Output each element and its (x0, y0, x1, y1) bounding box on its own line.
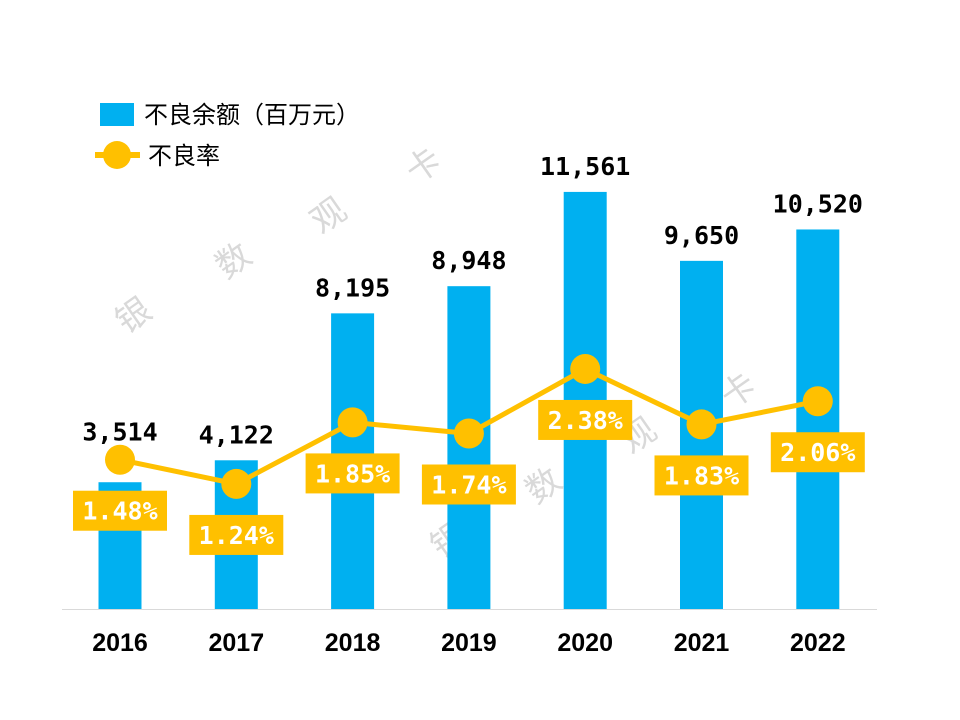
rate-value-label: 1.74% (431, 471, 506, 500)
bar-value-label: 3,514 (82, 418, 157, 447)
legend-label-line: 不良率 (148, 142, 220, 170)
watermark-char: 银 (108, 290, 159, 342)
rate-label-box (189, 514, 284, 555)
rate-label-box (421, 464, 516, 505)
rate-marker-2022 (802, 386, 833, 417)
rate-marker-2018 (337, 407, 368, 438)
rate-value-label: 2.06% (780, 438, 855, 467)
x-tick-label: 2017 (208, 629, 264, 657)
bar-value-label: 9,650 (664, 221, 739, 250)
watermark-char: 卡 (398, 140, 449, 192)
rate-value-label: 1.24% (199, 521, 274, 550)
bar-2022 (796, 229, 840, 609)
rate-label-box (538, 399, 633, 440)
x-tick-label: 2016 (92, 629, 148, 657)
watermark-char: 数 (518, 460, 569, 512)
legend: 不良余额（百万元） 不良率 (95, 101, 360, 170)
x-tick-label: 2018 (325, 629, 381, 657)
rate-label-box (305, 453, 400, 494)
rate-value-label: 2.38% (548, 406, 623, 435)
rate-label-box (73, 490, 167, 531)
rate-value-label: 1.85% (315, 459, 390, 488)
x-tick-label: 2019 (441, 629, 497, 657)
rate-marker-2019 (453, 418, 484, 449)
rate-marker-2021 (686, 409, 717, 440)
rate-marker-2020 (570, 353, 601, 384)
bar-value-label: 4,122 (199, 420, 274, 449)
bar-value-label: 10,520 (773, 189, 863, 218)
legend-label-bar: 不良余额（百万元） (144, 101, 360, 129)
legend-swatch-bar (100, 103, 134, 126)
bar-value-label: 11,561 (540, 152, 630, 181)
x-tick-label: 2020 (557, 629, 613, 657)
watermark-char: 观 (303, 190, 354, 242)
rate-marker-2016 (105, 444, 135, 475)
rate-label-box (654, 455, 749, 496)
bar-value-label: 8,195 (315, 273, 390, 302)
watermark-char: 数 (208, 235, 259, 287)
bar-value-label: 8,948 (431, 246, 506, 275)
x-tick-label: 2021 (674, 629, 730, 657)
rate-marker-2017 (221, 468, 252, 499)
x-tick-label: 2022 (790, 629, 846, 657)
legend-marker (103, 141, 131, 169)
rate-value-label: 1.83% (664, 461, 739, 490)
rate-value-label: 1.48% (82, 497, 157, 526)
rate-label-box (770, 432, 865, 473)
